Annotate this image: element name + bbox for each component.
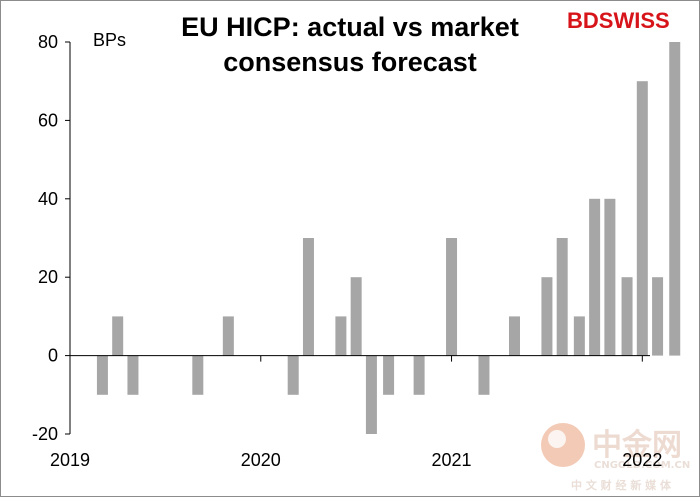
bar bbox=[621, 277, 633, 356]
y-tick-label: 20 bbox=[38, 267, 58, 287]
bar bbox=[669, 42, 681, 356]
brand-logo: BDSWISS bbox=[567, 8, 670, 33]
y-tick-label: 80 bbox=[38, 32, 58, 52]
bar bbox=[556, 238, 568, 356]
x-tick-label: 2021 bbox=[432, 450, 472, 470]
bar bbox=[302, 238, 314, 356]
bar bbox=[478, 355, 490, 395]
bar bbox=[446, 238, 458, 356]
x-tick-label: 2022 bbox=[622, 450, 662, 470]
bar bbox=[604, 198, 616, 356]
y-tick-label: 60 bbox=[38, 110, 58, 130]
watermark-name: 中金网 bbox=[592, 428, 682, 463]
bar bbox=[192, 355, 204, 395]
bar bbox=[222, 316, 234, 356]
y-tick-label: 40 bbox=[38, 189, 58, 209]
bar bbox=[127, 355, 139, 395]
bar bbox=[96, 355, 108, 395]
bar bbox=[652, 277, 664, 356]
bar bbox=[365, 355, 377, 434]
bar bbox=[350, 277, 362, 356]
bar bbox=[589, 198, 601, 356]
bar bbox=[573, 316, 585, 356]
chart-title-line-2: consensus forecast bbox=[223, 47, 477, 77]
chart-title-line-1: EU HICP: actual vs market bbox=[181, 12, 519, 42]
bar bbox=[541, 277, 553, 356]
bar bbox=[413, 355, 425, 395]
brand-logo-swiss: SWISS bbox=[599, 8, 670, 33]
bar bbox=[335, 316, 347, 356]
bar bbox=[287, 355, 299, 395]
bar bbox=[383, 355, 395, 395]
brand-logo-bd: BD bbox=[567, 8, 599, 33]
watermark-url: CNGOLD.COM.CN bbox=[594, 460, 690, 471]
bar-series bbox=[96, 42, 681, 434]
watermark-logo-inner bbox=[548, 430, 566, 448]
watermark-logo-icon bbox=[541, 423, 585, 467]
bar bbox=[112, 316, 124, 356]
y-tick-label: -20 bbox=[32, 424, 58, 444]
x-tick-label: 2020 bbox=[241, 450, 281, 470]
x-tick-label: 2019 bbox=[50, 450, 90, 470]
bar bbox=[636, 81, 648, 356]
watermark: 中金网 CNGOLD.COM.CN 中 文 财 经 新 媒 体 bbox=[541, 423, 690, 492]
bar bbox=[508, 316, 520, 356]
axes: 80 60 40 20 0 -20 2019 2020 2021 2022 bbox=[32, 32, 662, 470]
y-tick-label: 0 bbox=[48, 346, 58, 366]
y-axis-label: BPs bbox=[93, 30, 126, 50]
watermark-subtitle: 中 文 财 经 新 媒 体 bbox=[571, 478, 672, 492]
